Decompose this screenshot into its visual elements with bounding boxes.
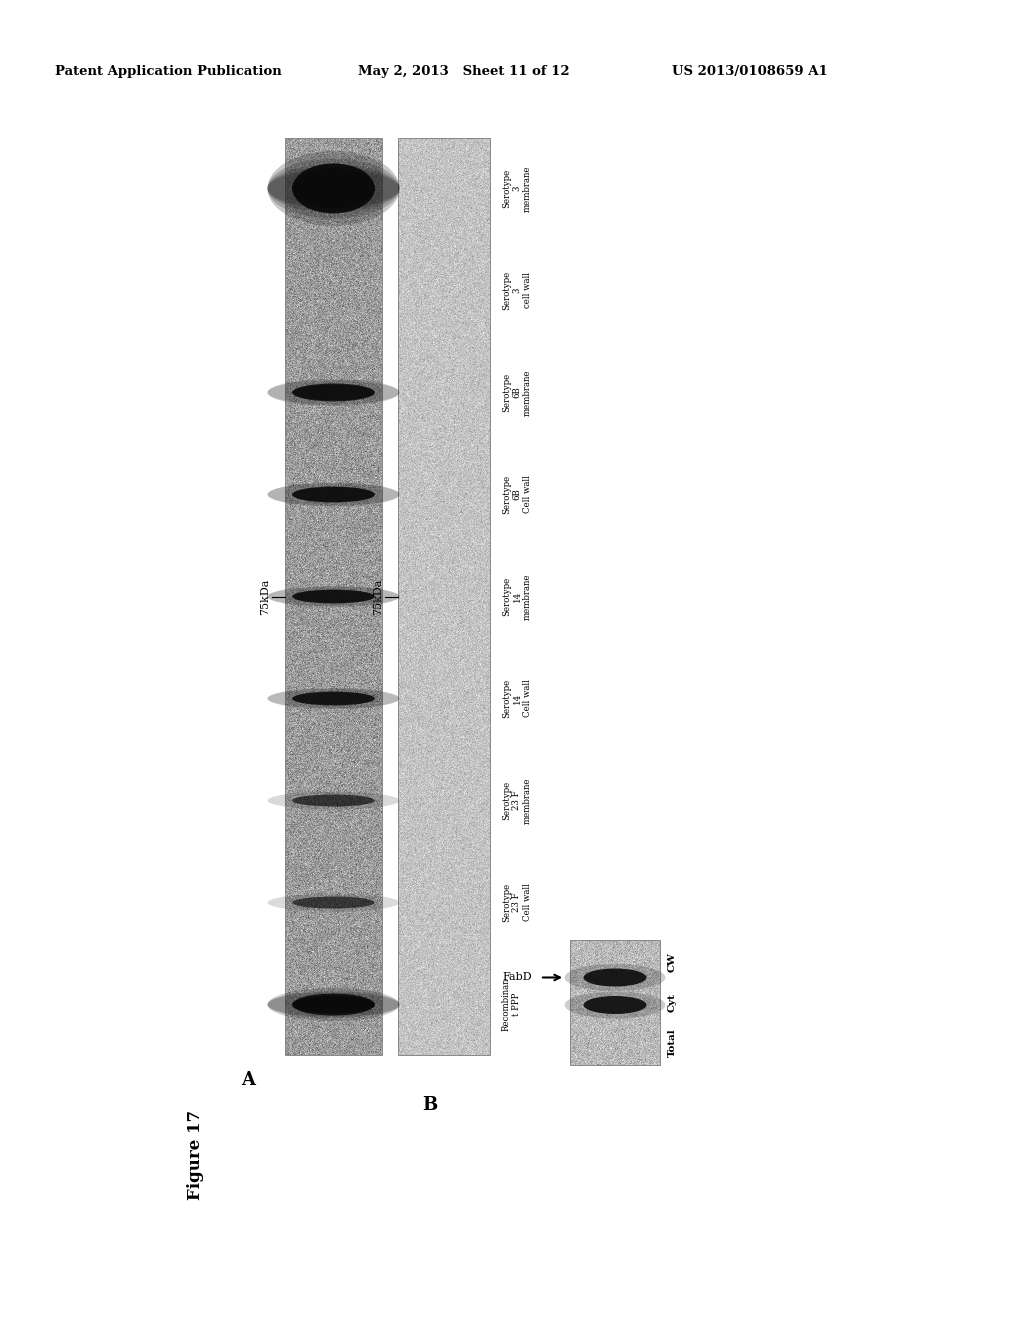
Ellipse shape xyxy=(267,989,399,1022)
Ellipse shape xyxy=(292,164,375,214)
Ellipse shape xyxy=(267,587,399,606)
Ellipse shape xyxy=(267,483,399,507)
Text: May 2, 2013   Sheet 11 of 12: May 2, 2013 Sheet 11 of 12 xyxy=(358,66,569,78)
Bar xyxy=(398,139,490,1055)
Ellipse shape xyxy=(292,173,375,205)
Text: Cyt: Cyt xyxy=(668,993,677,1012)
Text: CW: CW xyxy=(668,953,677,973)
Ellipse shape xyxy=(267,483,399,506)
Ellipse shape xyxy=(267,586,399,607)
Ellipse shape xyxy=(292,590,375,603)
Ellipse shape xyxy=(267,165,399,213)
Ellipse shape xyxy=(267,792,399,809)
Ellipse shape xyxy=(267,168,399,210)
Ellipse shape xyxy=(267,379,399,407)
Bar xyxy=(285,139,382,1055)
Ellipse shape xyxy=(292,487,375,503)
Ellipse shape xyxy=(267,689,399,709)
Text: FabD: FabD xyxy=(503,973,532,982)
Ellipse shape xyxy=(267,993,399,1016)
Text: Serotype
6B
membrane: Serotype 6B membrane xyxy=(502,370,531,416)
Text: Figure 17: Figure 17 xyxy=(186,1110,204,1200)
Ellipse shape xyxy=(267,991,399,1018)
Ellipse shape xyxy=(292,692,375,705)
Ellipse shape xyxy=(292,995,375,1014)
Text: Patent Application Publication: Patent Application Publication xyxy=(55,66,282,78)
Ellipse shape xyxy=(292,692,375,705)
Text: Serotype
3
membrane: Serotype 3 membrane xyxy=(502,165,531,211)
Ellipse shape xyxy=(267,688,399,709)
Text: Serotype
14
Cell wall: Serotype 14 Cell wall xyxy=(502,678,531,718)
Ellipse shape xyxy=(292,994,375,1015)
Ellipse shape xyxy=(292,590,375,603)
Ellipse shape xyxy=(292,169,375,209)
Ellipse shape xyxy=(292,997,375,1012)
Ellipse shape xyxy=(267,894,399,912)
Text: Serotype
23 F
Cell wall: Serotype 23 F Cell wall xyxy=(502,883,531,923)
Ellipse shape xyxy=(292,174,375,202)
Text: Serotype
3
cell wall: Serotype 3 cell wall xyxy=(502,271,531,310)
Ellipse shape xyxy=(292,384,375,401)
Ellipse shape xyxy=(267,150,399,226)
Bar xyxy=(570,940,660,1065)
Ellipse shape xyxy=(292,795,375,807)
Ellipse shape xyxy=(292,487,375,502)
Ellipse shape xyxy=(292,176,375,201)
Text: Recombinan
t PPP: Recombinan t PPP xyxy=(502,978,521,1031)
Text: 75kDa: 75kDa xyxy=(260,578,270,615)
Ellipse shape xyxy=(267,170,399,207)
Text: Total: Total xyxy=(668,1028,677,1057)
Ellipse shape xyxy=(292,384,375,400)
Text: Serotype
6B
Cell wall: Serotype 6B Cell wall xyxy=(502,475,531,513)
Ellipse shape xyxy=(267,380,399,404)
Text: Serotype
14
membrane: Serotype 14 membrane xyxy=(502,573,531,620)
Text: 75kDa: 75kDa xyxy=(373,578,383,615)
Ellipse shape xyxy=(564,964,666,991)
Text: Serotype
23 F
membrane: Serotype 23 F membrane xyxy=(502,777,531,824)
Text: B: B xyxy=(422,1096,437,1114)
Text: US 2013/0108659 A1: US 2013/0108659 A1 xyxy=(672,66,827,78)
Ellipse shape xyxy=(564,991,666,1019)
Text: A: A xyxy=(241,1071,255,1089)
Ellipse shape xyxy=(584,997,646,1014)
Ellipse shape xyxy=(584,969,646,986)
Ellipse shape xyxy=(267,158,399,218)
Ellipse shape xyxy=(292,896,375,908)
